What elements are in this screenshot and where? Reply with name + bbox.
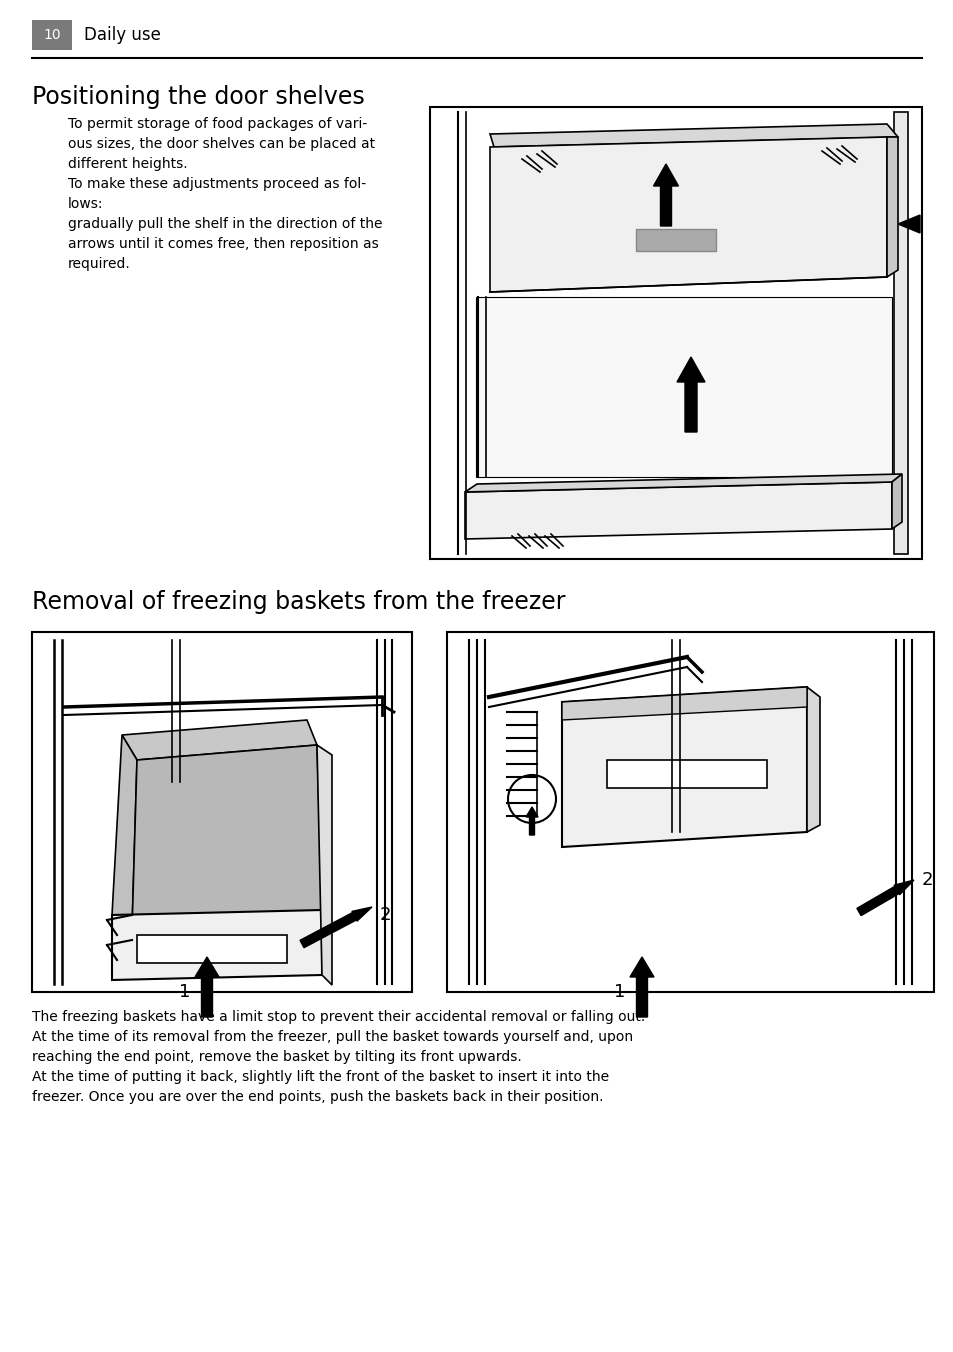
Polygon shape [490,124,897,147]
Polygon shape [490,137,886,292]
Polygon shape [561,687,806,721]
Polygon shape [525,807,537,836]
Polygon shape [476,297,891,477]
Text: 1: 1 [614,983,625,1000]
Polygon shape [194,957,219,1017]
Bar [32,631,412,992]
Polygon shape [891,475,901,529]
Polygon shape [464,483,891,539]
Polygon shape [653,164,678,226]
Polygon shape [464,475,901,492]
Text: To permit storage of food packages of vari-
ous sizes, the door shelves can be p: To permit storage of food packages of va… [68,118,382,272]
Bar [893,112,907,554]
Polygon shape [300,907,372,948]
Bar [636,228,716,251]
Polygon shape [806,687,820,831]
Polygon shape [561,687,806,846]
Ellipse shape [476,379,486,396]
Polygon shape [677,357,704,433]
Bar [137,936,287,963]
Polygon shape [856,880,913,915]
Text: Daily use: Daily use [84,26,161,45]
Ellipse shape [476,318,486,337]
Polygon shape [122,721,316,760]
Text: 2: 2 [921,871,933,890]
Polygon shape [112,735,137,930]
Polygon shape [132,745,322,930]
Text: Removal of freezing baskets from the freezer: Removal of freezing baskets from the fre… [32,589,565,614]
Text: Positioning the door shelves: Positioning the door shelves [32,85,364,110]
Polygon shape [897,215,919,233]
Text: The freezing baskets have a limit stop to prevent their accidental removal or fa: The freezing baskets have a limit stop t… [32,1010,644,1105]
Polygon shape [886,137,897,277]
Circle shape [507,775,556,823]
Bar [32,20,71,50]
Bar [606,760,766,788]
Text: 10: 10 [43,28,61,42]
Polygon shape [316,745,332,986]
Text: 1: 1 [179,983,191,1000]
Polygon shape [629,957,654,1017]
Bar [430,107,921,558]
Text: 2: 2 [379,906,391,923]
Bar [447,631,933,992]
Polygon shape [112,910,322,980]
